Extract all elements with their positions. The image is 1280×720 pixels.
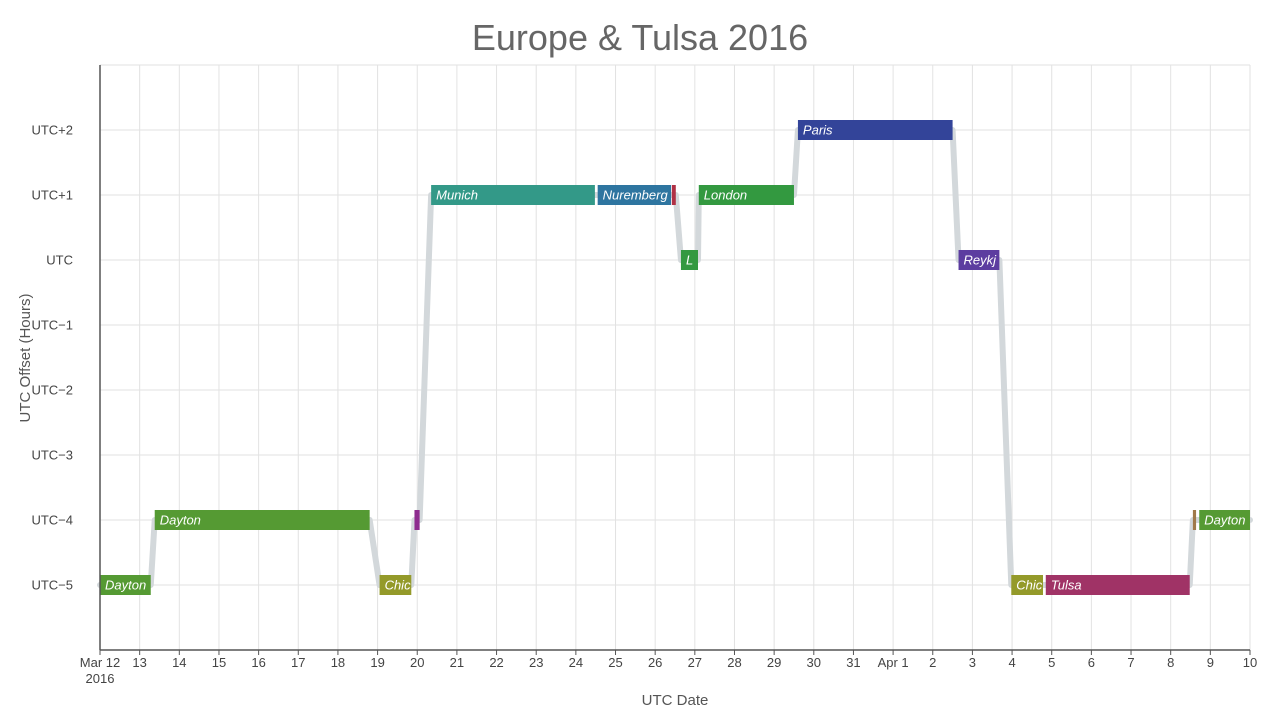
- x-tick-label: 25: [608, 655, 622, 670]
- segment-bar: [379, 575, 412, 595]
- segment-bar: [597, 185, 672, 205]
- segment-dayton: Dayton: [154, 510, 370, 530]
- segment-label: Munich: [436, 188, 478, 203]
- y-tick-label: UTC: [46, 253, 73, 268]
- segment-bar: [797, 120, 953, 140]
- y-tick-label: UTC+2: [31, 123, 73, 138]
- segment-bar: [680, 250, 698, 270]
- x-tick-label: Mar 12: [80, 655, 120, 670]
- segment-bar: [100, 575, 151, 595]
- segment-bar: [1011, 575, 1043, 595]
- x-tick-label: 7: [1127, 655, 1134, 670]
- x-tick-label: 8: [1167, 655, 1174, 670]
- x-tick-label: 13: [132, 655, 146, 670]
- segment-label: Chic: [1016, 578, 1043, 593]
- segment-bar: [414, 510, 420, 530]
- x-tick-label: 21: [450, 655, 464, 670]
- segment-label: Chic: [385, 578, 412, 593]
- y-tick-label: UTC+1: [31, 188, 73, 203]
- y-tick-label: UTC−4: [31, 513, 73, 528]
- x-tick-label: 17: [291, 655, 305, 670]
- y-axis-label: UTC Offset (Hours): [17, 294, 34, 423]
- segment-layer: Dayton Dayton Chic Munich Nuremberg L London Pa…: [100, 120, 1250, 595]
- x-tick-label: 22: [489, 655, 503, 670]
- segment-unlabeled: [671, 185, 676, 205]
- x-tick-label: 10: [1243, 655, 1257, 670]
- segment-bar: [154, 510, 370, 530]
- segment-munich: Munich: [431, 185, 595, 205]
- x-tick-label: 23: [529, 655, 543, 670]
- x-tick-label: 24: [569, 655, 583, 670]
- x-tick-label: 18: [331, 655, 345, 670]
- x-tick-label: 14: [172, 655, 186, 670]
- segment-bar: [671, 185, 676, 205]
- x-tick-label: 9: [1207, 655, 1214, 670]
- segment-london: London: [698, 185, 794, 205]
- x-tick-label: 29: [767, 655, 781, 670]
- segment-bar: [958, 250, 1000, 270]
- y-tick-label: UTC−3: [31, 448, 73, 463]
- x-tick-label: 5: [1048, 655, 1055, 670]
- x-tick-label: 19: [370, 655, 384, 670]
- x-tick-label: 28: [727, 655, 741, 670]
- segment-reykj: Reykj: [958, 250, 1000, 270]
- y-tick-label: UTC−5: [31, 578, 73, 593]
- x-tick-label: 31: [846, 655, 860, 670]
- segment-chic: Chic: [379, 575, 412, 595]
- x-tick-label: 6: [1088, 655, 1095, 670]
- x-tick-label: 30: [807, 655, 821, 670]
- segment-chic: Chic: [1011, 575, 1043, 595]
- x-tick-sublabel: 2016: [86, 671, 115, 686]
- segment-label: Paris: [803, 123, 833, 138]
- x-tick-label: 15: [212, 655, 226, 670]
- segment-label: Tulsa: [1051, 578, 1082, 593]
- segment-label: Dayton: [160, 513, 201, 528]
- segment-dayton: Dayton: [100, 575, 151, 595]
- segment-paris: Paris: [797, 120, 953, 140]
- grid-layer: [99, 64, 1251, 650]
- x-tick-label: 20: [410, 655, 424, 670]
- x-axis-label: UTC Date: [642, 692, 709, 709]
- x-tick-label: 26: [648, 655, 662, 670]
- x-tick-label: 3: [969, 655, 976, 670]
- segment-nuremberg: Nuremberg: [597, 185, 672, 205]
- x-tick-label: Apr 1: [878, 655, 909, 670]
- segment-tulsa: Tulsa: [1045, 575, 1190, 595]
- segment-label: London: [704, 188, 747, 203]
- x-tick-label: 4: [1008, 655, 1015, 670]
- segment-bar: [1192, 510, 1197, 530]
- segment-label: Dayton: [105, 578, 146, 593]
- segment-unlabeled: [414, 510, 420, 530]
- segment-label: Nuremberg: [603, 188, 669, 203]
- segment-bar: [1045, 575, 1190, 595]
- segment-l: L: [680, 250, 698, 270]
- y-tick-label: UTC−2: [31, 383, 73, 398]
- x-tick-label: 2: [929, 655, 936, 670]
- segment-bar: [1199, 510, 1250, 530]
- x-tick-label: 27: [688, 655, 702, 670]
- segment-label: Dayton: [1204, 513, 1245, 528]
- x-tick-label: 16: [251, 655, 265, 670]
- segment-label: Reykj: [964, 253, 998, 268]
- segment-label: L: [686, 253, 693, 268]
- segment-bar: [431, 185, 595, 205]
- chart-title: Europe & Tulsa 2016: [472, 17, 808, 58]
- segment-bar: [698, 185, 794, 205]
- segment-unlabeled: [1192, 510, 1197, 530]
- segment-dayton: Dayton: [1199, 510, 1250, 530]
- y-tick-label: UTC−1: [31, 318, 73, 333]
